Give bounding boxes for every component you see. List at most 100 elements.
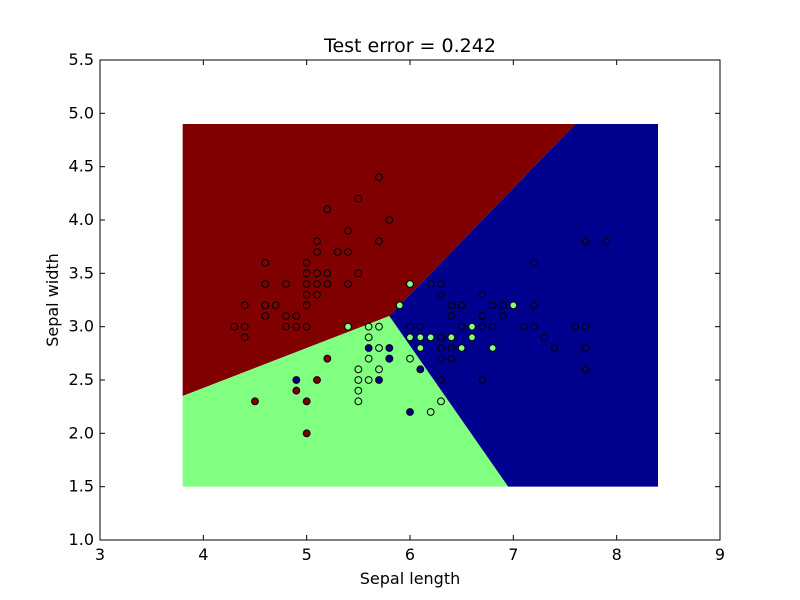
data-point <box>251 397 259 406</box>
data-point <box>344 226 352 235</box>
x-tick-label: 3 <box>95 545 105 564</box>
data-point <box>302 301 311 310</box>
data-points <box>230 173 611 438</box>
x-tick-label: 6 <box>405 545 415 564</box>
data-point <box>375 376 383 384</box>
data-point <box>344 322 352 331</box>
data-point <box>426 333 435 342</box>
data-point <box>478 290 487 299</box>
data-point <box>437 344 445 352</box>
data-point <box>313 280 321 288</box>
data-point <box>437 333 445 342</box>
y-tick-label: 3.0 <box>69 317 94 336</box>
y-tick-label: 4.0 <box>69 210 94 229</box>
data-point <box>488 301 497 310</box>
data-point <box>313 290 321 299</box>
data-point <box>354 397 363 406</box>
data-point <box>354 194 363 203</box>
data-point <box>437 354 445 363</box>
data-point <box>385 216 394 224</box>
x-tick-label: 7 <box>508 545 518 564</box>
data-point <box>426 408 435 416</box>
data-point <box>499 312 507 320</box>
x-tick-label: 4 <box>198 545 208 564</box>
data-point <box>540 333 549 342</box>
data-point <box>364 354 373 363</box>
x-axis-label: Sepal length <box>360 569 461 588</box>
data-point <box>240 333 249 342</box>
data-point <box>581 365 590 374</box>
data-point <box>354 376 363 384</box>
data-point <box>416 365 425 374</box>
data-point <box>478 376 487 384</box>
y-tick-label: 1.5 <box>69 477 94 496</box>
data-point <box>602 237 611 246</box>
y-tick-label: 4.5 <box>69 157 94 176</box>
x-tick-label: 9 <box>715 545 725 564</box>
data-point <box>261 301 270 310</box>
data-point <box>406 322 414 331</box>
data-point <box>499 301 507 310</box>
y-axis-label: Sepal width <box>43 253 62 347</box>
data-point <box>302 290 311 299</box>
y-tick-label: 5.0 <box>69 103 94 122</box>
data-point <box>240 301 249 310</box>
data-point <box>447 344 456 352</box>
data-point <box>364 333 373 342</box>
region-green <box>182 316 509 487</box>
data-point <box>302 269 311 278</box>
data-point <box>437 290 445 299</box>
data-point <box>437 397 445 406</box>
data-point <box>375 365 383 374</box>
data-point <box>447 354 456 363</box>
data-point <box>416 333 425 342</box>
data-point <box>478 312 487 320</box>
data-point <box>385 344 394 352</box>
data-point <box>519 322 528 331</box>
x-tick-label: 5 <box>302 545 312 564</box>
y-tick-label: 2.0 <box>69 423 94 442</box>
data-point <box>333 248 342 256</box>
data-point <box>478 322 487 331</box>
data-point <box>385 354 394 363</box>
x-axis-ticks: 3 4 5 6 7 8 9 <box>95 60 725 564</box>
data-point <box>416 322 425 331</box>
data-point <box>447 301 456 310</box>
data-point <box>313 376 321 384</box>
y-tick-label: 5.5 <box>69 50 94 69</box>
data-point <box>375 173 383 182</box>
data-point <box>292 312 301 320</box>
data-point <box>364 322 373 331</box>
data-point <box>426 280 435 288</box>
region-blue <box>389 124 658 487</box>
data-point <box>230 322 239 331</box>
data-point <box>354 365 363 374</box>
data-point <box>447 312 456 320</box>
y-tick-label: 2.5 <box>69 370 94 389</box>
data-point <box>416 344 425 352</box>
data-point <box>468 322 476 331</box>
data-point <box>406 408 414 416</box>
region-red <box>182 124 576 396</box>
data-point <box>292 322 301 331</box>
data-point <box>364 376 373 384</box>
data-point <box>323 269 332 278</box>
data-point <box>530 258 538 267</box>
chart-title: Test error = 0.242 <box>323 35 496 57</box>
data-point <box>323 280 332 288</box>
data-point <box>302 322 311 331</box>
decision-regions <box>182 124 658 487</box>
data-point <box>406 354 414 363</box>
y-axis-ticks: 1.0 1.5 2.0 2.5 3.0 3.5 4.0 4.5 5.0 5.5 <box>69 50 720 549</box>
data-point <box>406 280 414 288</box>
data-point <box>302 429 311 438</box>
data-point <box>271 301 280 310</box>
data-point <box>468 333 476 342</box>
data-point <box>354 386 363 395</box>
data-point <box>323 205 332 214</box>
data-point <box>488 344 497 352</box>
data-point <box>375 322 383 331</box>
y-tick-label: 1.0 <box>69 530 94 549</box>
data-point <box>364 344 373 352</box>
